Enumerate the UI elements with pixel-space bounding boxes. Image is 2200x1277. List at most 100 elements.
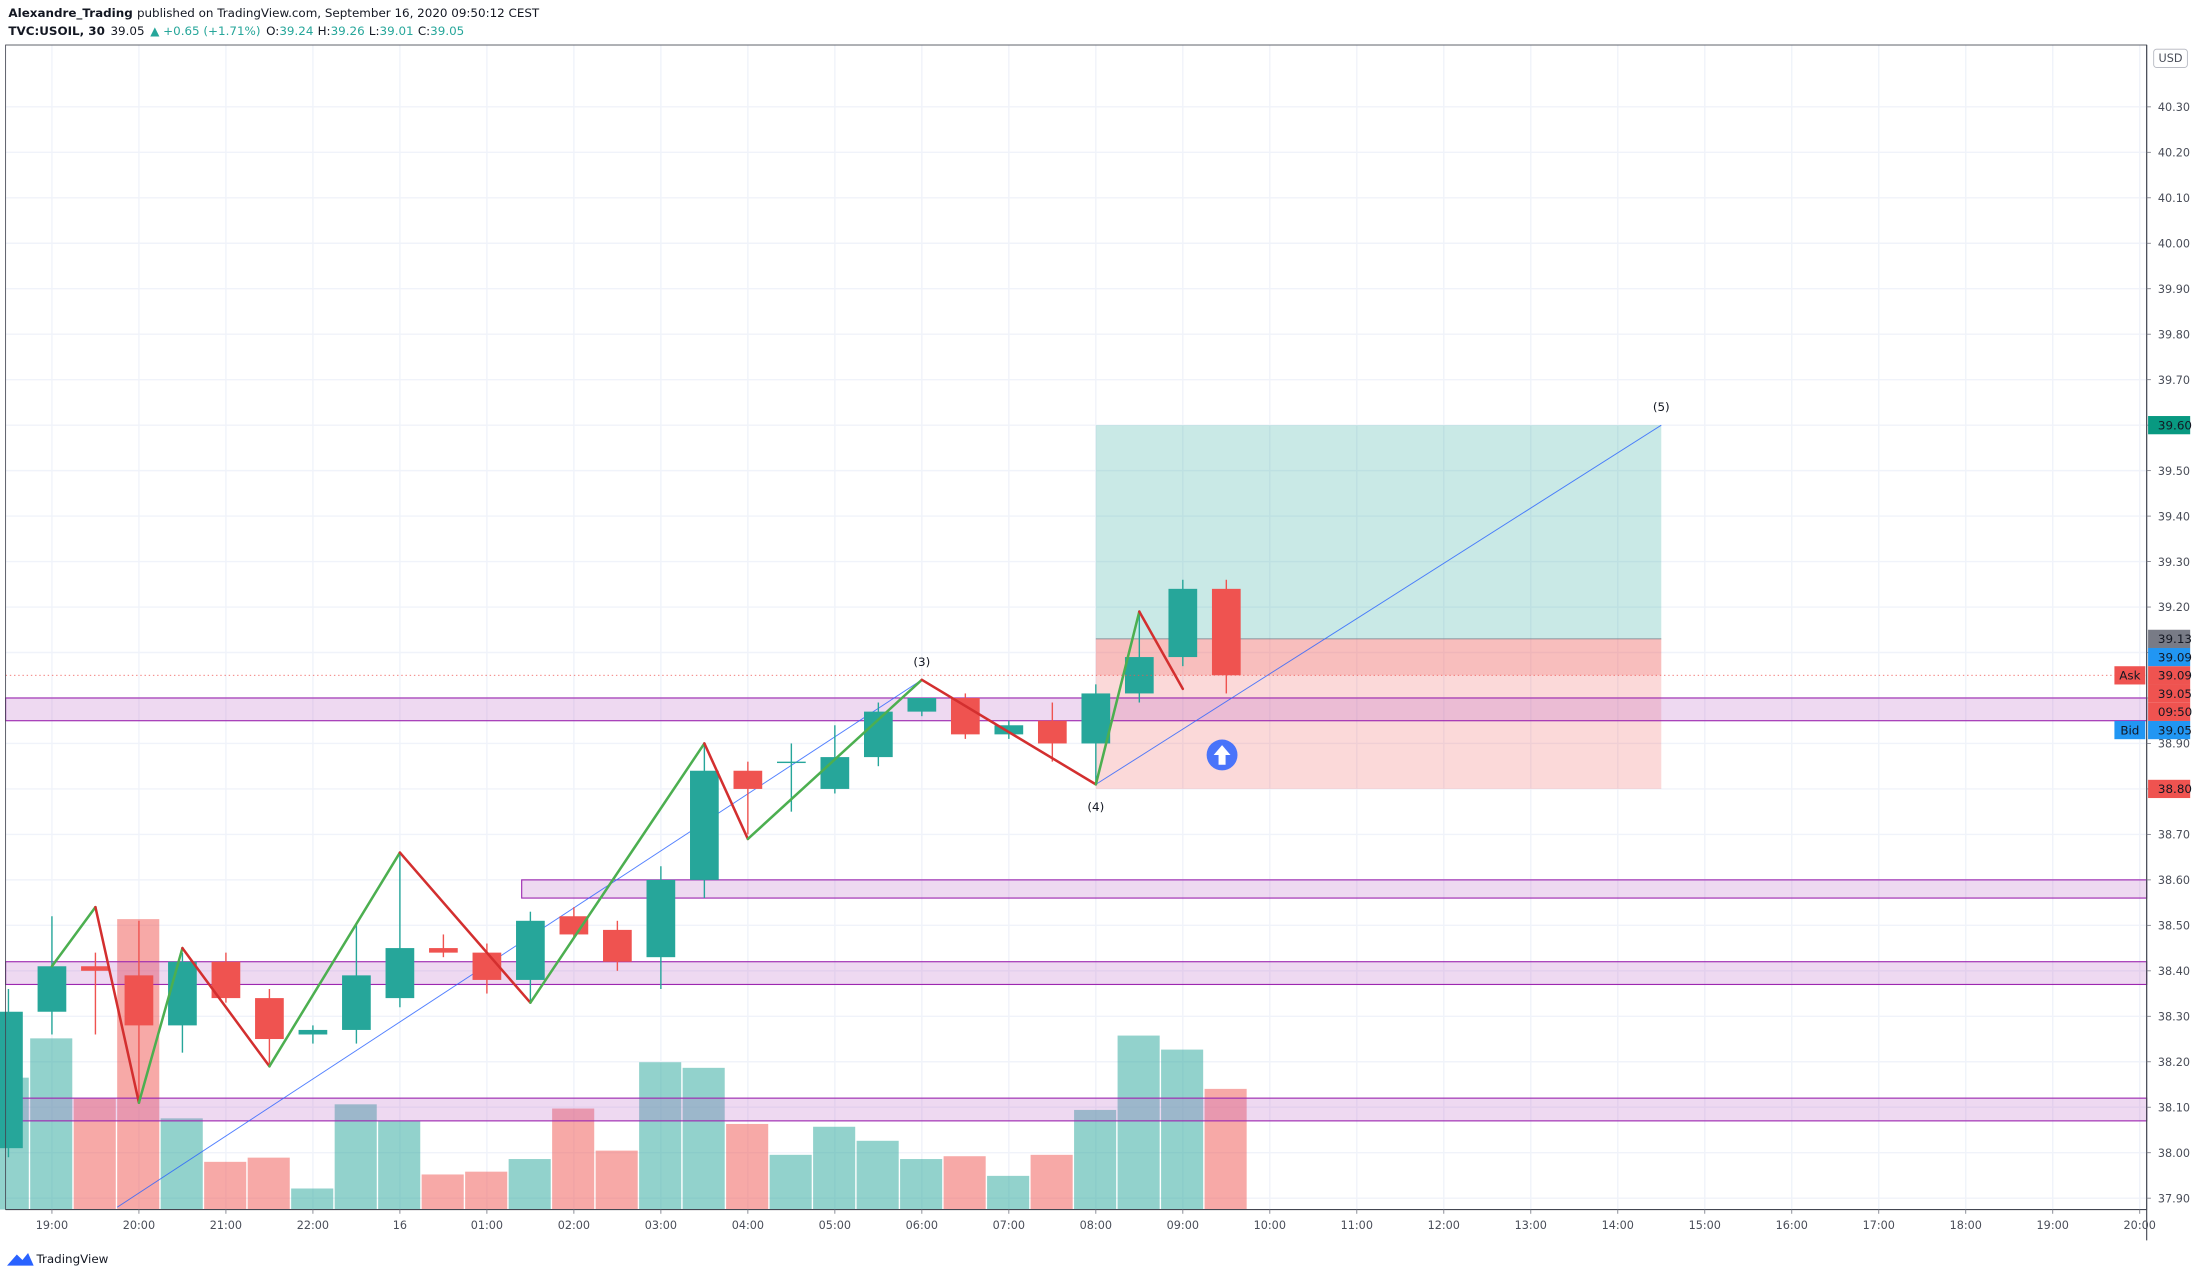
drawings [5, 424, 2148, 1208]
y-tick-label: 40.00 [2158, 237, 2190, 250]
price-tag-label: 39.05 [2158, 687, 2192, 701]
candle-body [603, 929, 632, 962]
header-line-1: Alexandre_Trading published on TradingVie… [8, 6, 540, 21]
candle-body [516, 920, 545, 980]
volume-bar [160, 1118, 203, 1210]
ohlc-key: O: [266, 24, 279, 38]
x-tick-label: 02:00 [558, 1219, 590, 1232]
candles [0, 579, 1241, 1158]
x-tick-label: 08:00 [1080, 1219, 1112, 1232]
y-tick-label: 39.20 [2158, 601, 2190, 614]
candle-body [298, 1029, 328, 1035]
volume-bar [987, 1175, 1030, 1210]
candle-body [472, 952, 502, 980]
volume-bar [943, 1156, 986, 1210]
y-tick-label: 39.70 [2158, 374, 2190, 387]
wave-label: (3) [913, 655, 930, 669]
x-tick-label: 22:00 [297, 1219, 329, 1232]
price-tag-label: 39.09 [2158, 650, 2192, 664]
zigzag-segment [1094, 610, 1141, 786]
author: Alexandre_Trading [8, 6, 132, 21]
volume-bar [639, 1062, 682, 1210]
price-tag-label: 39.09 [2158, 669, 2192, 683]
volume-bar [291, 1188, 334, 1210]
ohlc-key: H: [318, 24, 331, 38]
support-zone [5, 697, 2148, 722]
zigzag-segment [268, 851, 402, 1068]
candle-body [690, 770, 719, 880]
volume-bar [1074, 1109, 1117, 1210]
volume-bar [247, 1157, 290, 1210]
ohlc-key: L: [369, 24, 380, 38]
y-tick-label: 39.80 [2158, 328, 2190, 341]
price-tag [2148, 416, 2191, 435]
currency: USD [2159, 52, 2183, 65]
published: published on TradingView.com, September … [137, 6, 540, 20]
x-tick-label: 12:00 [1428, 1219, 1460, 1232]
ohlc-value: 39.26 [331, 24, 365, 38]
volume-bar [595, 1150, 638, 1210]
x-tick-label: 15:00 [1689, 1219, 1721, 1232]
x-tick-label: 21:00 [210, 1219, 242, 1232]
volume-bar [204, 1161, 247, 1210]
zigzag-segment [920, 678, 1098, 786]
x-tick-label: 09:00 [1167, 1219, 1199, 1232]
x-tick-label: 17:00 [1863, 1219, 1895, 1232]
wave-label: (4) [1087, 800, 1104, 814]
change: ▲ +0.65 (+1.71%) [150, 24, 260, 38]
volume-bar [726, 1123, 769, 1210]
candle-body [950, 697, 980, 735]
volume-bar [73, 1098, 116, 1210]
volume-bar [813, 1126, 856, 1210]
x-tick-label: 11:00 [1341, 1219, 1373, 1232]
price-tag [2148, 647, 2191, 667]
price-tag [2148, 684, 2191, 703]
x-tick-label: 13:00 [1515, 1219, 1547, 1232]
volume-bar [552, 1108, 595, 1210]
x-tick-label: 07:00 [993, 1219, 1025, 1232]
candle-body [820, 757, 850, 789]
volume-bar [856, 1140, 899, 1210]
candle-body [1124, 657, 1154, 694]
price-tag [2148, 720, 2191, 740]
brand: TradingView [35, 1252, 108, 1266]
x-tick-label: 20:00 [123, 1219, 155, 1232]
price-tag-name: Bid [2120, 723, 2139, 737]
x-tick-label: 18:00 [1950, 1219, 1982, 1232]
volume-bar [378, 1121, 421, 1210]
volume-bar [900, 1159, 943, 1210]
x-tick-label: 20:00 [2124, 1219, 2156, 1232]
zigzag-segment [94, 905, 141, 1104]
candle-body [559, 916, 589, 935]
y-tick-label: 38.70 [2158, 829, 2190, 842]
ohlc-value: 39.05 [430, 24, 464, 38]
candle-body [994, 725, 1024, 735]
x-tick-label: 16 [393, 1219, 407, 1232]
support-zone [5, 1097, 2148, 1122]
y-tick-label: 38.00 [2158, 1147, 2190, 1160]
y-tick-label: 39.90 [2158, 283, 2190, 296]
zigzag-segment [746, 678, 924, 841]
zigzag-segment [703, 742, 750, 841]
support-zone [521, 879, 2148, 899]
x-tick-label: 01:00 [471, 1219, 503, 1232]
x-tick-label: 05:00 [819, 1219, 851, 1232]
candle-body [777, 761, 806, 764]
volume-bar [682, 1067, 725, 1210]
y-tick-label: 38.50 [2158, 920, 2190, 933]
ohlc-value: 39.01 [380, 24, 414, 38]
currency-box[interactable] [2153, 48, 2188, 68]
volume-bar [1117, 1035, 1160, 1210]
ohlc-value: 39.24 [279, 24, 313, 38]
price-tag [2148, 629, 2191, 648]
price-tag-label: 39.60 [2158, 418, 2192, 432]
y-tick-label: 38.90 [2158, 738, 2190, 751]
last-price: 39.05 [110, 24, 144, 38]
price-tag-label: 39.05 [2158, 723, 2192, 737]
volume-bar [465, 1171, 508, 1210]
candle-body [429, 948, 458, 953]
y-tick-label: 39.40 [2158, 510, 2190, 523]
volume-bar [1030, 1154, 1073, 1210]
